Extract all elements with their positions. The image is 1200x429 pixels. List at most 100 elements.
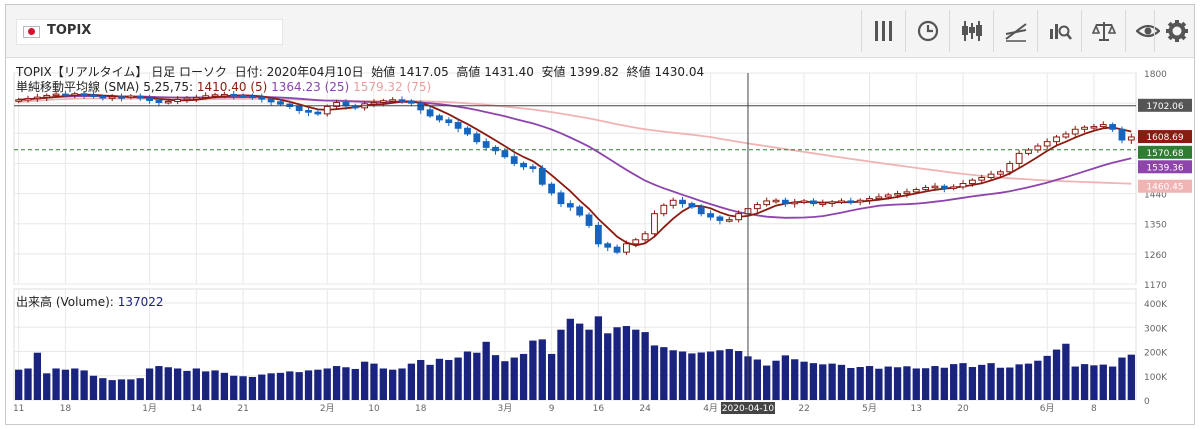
candle-body [333, 101, 340, 107]
candle-body [33, 96, 41, 100]
volume-bar [127, 379, 135, 400]
hline-value-label: 1702.06 [1146, 102, 1183, 112]
candle-body [697, 206, 705, 215]
candle-body [594, 224, 602, 245]
volume-bar [594, 316, 603, 400]
candle-body [230, 93, 238, 97]
volume-bar [968, 367, 977, 400]
volume-bar [772, 360, 780, 400]
candle-body [389, 99, 397, 102]
candle-body [660, 204, 668, 215]
volume-bar [1034, 360, 1042, 400]
candle-body [15, 99, 23, 102]
volume-bar [912, 368, 920, 400]
candle-body [501, 150, 509, 158]
period-button[interactable] [905, 10, 949, 52]
volume-bar [1006, 367, 1014, 400]
analysis-button[interactable] [1037, 10, 1081, 52]
price-tick-label: 1800 [1144, 70, 1167, 80]
volume-bar [407, 363, 416, 400]
candle-body [1025, 149, 1032, 154]
volume-bar [417, 359, 425, 400]
candle-body [370, 101, 378, 105]
candle-body [987, 173, 995, 178]
volume-bar [1062, 343, 1070, 400]
candle-body [651, 213, 658, 235]
candle-body [146, 97, 153, 101]
volume-bar [230, 375, 238, 400]
candle-body [576, 206, 584, 216]
compare-button[interactable] [1081, 10, 1125, 52]
price-info-line: TOPIX【リアルタイム】 日足 ローソク 日付: 2020年04月10日 始値… [16, 63, 704, 80]
candle-body [557, 192, 565, 205]
symbol-label: TOPIX [47, 23, 92, 38]
volume-bar [258, 374, 266, 400]
last-value-label: 1460.45 [1146, 183, 1183, 193]
x-tick-label: 8 [1091, 404, 1097, 414]
candle-body [71, 93, 79, 96]
volume-bar [688, 353, 696, 400]
volume-bar [576, 323, 584, 400]
volume-bar [875, 368, 883, 400]
candle-body [922, 187, 930, 191]
volume-bar [510, 357, 518, 400]
volume-bar [473, 352, 481, 400]
clock-icon [917, 20, 939, 42]
candle-body [1090, 126, 1098, 129]
chart-frame: TOPIX 1800171016201530144013501260117040… [5, 4, 1195, 425]
volume-bar [211, 370, 219, 400]
trendline-button[interactable] [993, 10, 1037, 52]
volume-bar [136, 378, 144, 400]
volume-bar [192, 368, 200, 400]
candle-body [810, 200, 817, 205]
settings-button[interactable] [1154, 10, 1198, 52]
candle-body [791, 201, 799, 205]
candle-body [529, 166, 537, 169]
volume-bar [276, 372, 285, 400]
volume-bar [1052, 349, 1061, 400]
x-tick-label: 21 [237, 404, 248, 414]
x-tick-label: 3月 [498, 403, 513, 414]
candle-body [1109, 124, 1117, 130]
price-tick-label: 1170 [1144, 281, 1167, 291]
volume-bar [24, 368, 32, 400]
x-tick-label: 1月 [142, 403, 157, 414]
volume-bar [669, 350, 677, 400]
candle-body [436, 115, 443, 121]
candle-body [174, 98, 182, 102]
candle-body [1127, 136, 1135, 141]
price-tick-label: 1350 [1144, 221, 1167, 231]
volume-tick-label: 100K [1144, 373, 1168, 383]
candlestick-chart[interactable]: 18001710162015301440135012601170400K300K… [6, 5, 1194, 424]
symbol-selector[interactable]: TOPIX [16, 19, 283, 45]
sma5-value: 1410.40 [196, 80, 247, 94]
candle-body [903, 191, 911, 195]
candle-body [950, 186, 958, 189]
volume-bar [547, 353, 556, 400]
date-value: 2020年04月10日 [266, 65, 364, 79]
volume-bar [314, 369, 322, 400]
candle-body [445, 119, 453, 124]
volume-bar [15, 369, 23, 400]
volume-bar [819, 364, 827, 400]
volume-bar [706, 351, 715, 400]
last-value-box [1138, 179, 1192, 193]
candle-body [875, 196, 883, 200]
view-button[interactable] [1125, 10, 1169, 52]
chart-type-button[interactable] [949, 10, 993, 52]
volume-bar [538, 339, 546, 400]
candle-body [407, 100, 415, 104]
candle-body [80, 93, 88, 96]
volume-bar [725, 349, 733, 400]
volume-bar [482, 341, 490, 400]
trendline-icon [1005, 23, 1027, 42]
volume-bar [1080, 364, 1089, 400]
volume-bar [1127, 354, 1135, 400]
volume-bar [379, 368, 387, 400]
candle-body [379, 100, 387, 103]
candle-body [267, 98, 275, 103]
volume-bar [304, 370, 313, 400]
compare-bars-button[interactable] [861, 10, 905, 52]
toolbar: TOPIX [6, 5, 1194, 58]
volume-bar [763, 365, 771, 400]
